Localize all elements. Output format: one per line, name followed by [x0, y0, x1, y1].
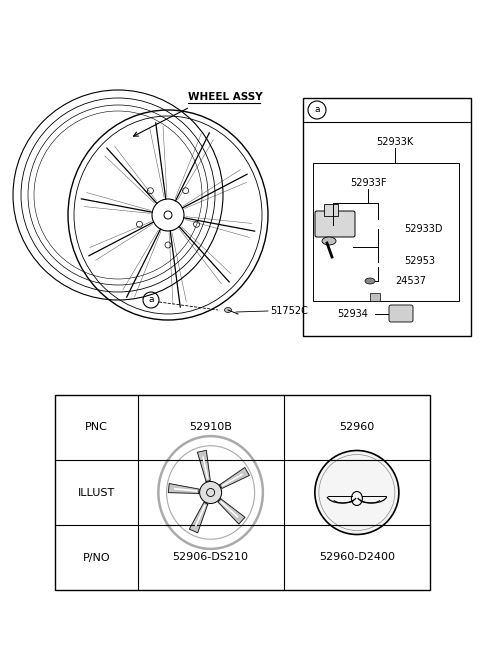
Ellipse shape [200, 482, 222, 503]
Bar [55, 395, 430, 590]
Text: WHEEL ASSY: WHEEL ASSY [188, 92, 263, 102]
Text: 52933K: 52933K [376, 137, 414, 147]
FancyBboxPatch shape [315, 211, 355, 237]
Text: 52960-D2400: 52960-D2400 [319, 553, 395, 562]
Polygon shape [218, 499, 245, 524]
Text: 52934: 52934 [337, 309, 369, 319]
Polygon shape [197, 450, 210, 482]
Ellipse shape [225, 307, 231, 313]
Text: 52933F: 52933F [350, 178, 386, 188]
Bar [313, 163, 459, 301]
Bar [370, 293, 380, 301]
FancyBboxPatch shape [324, 204, 338, 216]
Text: P/NO: P/NO [83, 553, 110, 562]
Ellipse shape [322, 237, 336, 245]
Polygon shape [168, 484, 199, 493]
Text: 52953: 52953 [404, 256, 435, 266]
Text: 52933D: 52933D [404, 224, 443, 234]
FancyBboxPatch shape [389, 305, 413, 322]
Text: a: a [314, 106, 320, 114]
Text: ILLUST: ILLUST [78, 487, 115, 497]
Text: 51752C: 51752C [270, 306, 308, 316]
Text: 52910B: 52910B [189, 422, 232, 432]
Text: PNC: PNC [85, 422, 108, 432]
Text: 24537: 24537 [395, 276, 426, 286]
Text: 52960: 52960 [339, 422, 374, 432]
Text: a: a [148, 296, 154, 304]
Bar [303, 98, 471, 336]
Text: 52906-DS210: 52906-DS210 [173, 553, 249, 562]
Ellipse shape [365, 278, 375, 284]
Polygon shape [220, 468, 250, 488]
Polygon shape [189, 503, 208, 533]
Circle shape [315, 451, 399, 535]
